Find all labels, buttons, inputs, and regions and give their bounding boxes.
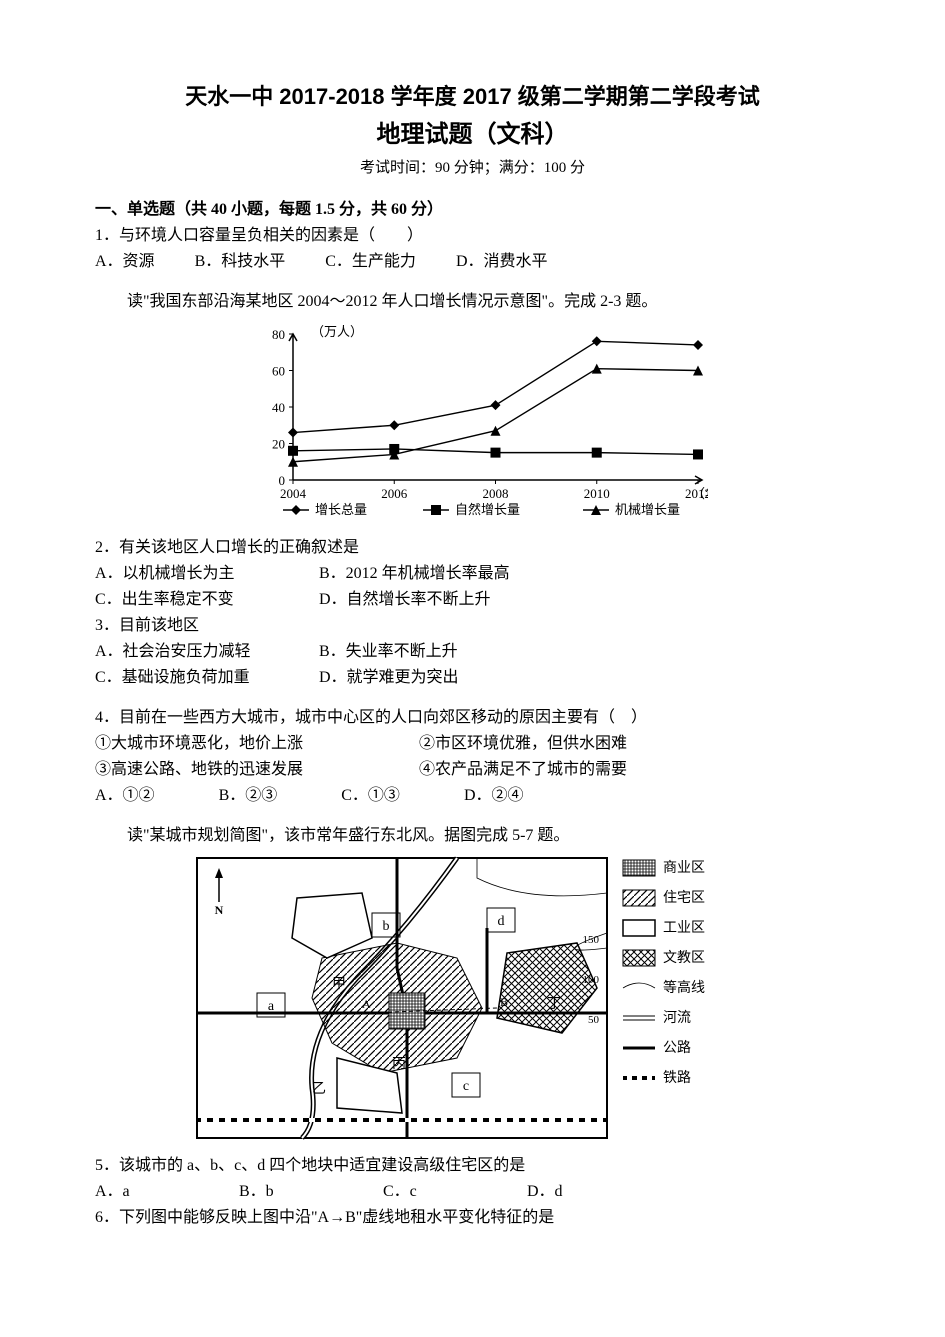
city-plan-map: a b c d 甲乙 丙 丁 A B 50 100 150 N 商业区住宅区工业区文教区等高线河流公路铁路 <box>95 854 850 1152</box>
q4-item4: ④农产品满足不了城市的需要 <box>419 761 627 778</box>
svg-text:A: A <box>362 997 371 1011</box>
q4-opt-b: B．②③ <box>219 784 278 808</box>
svg-text:河流: 河流 <box>663 1010 691 1026</box>
q4-opt-d: D．②④ <box>464 784 524 808</box>
q4-items-row2: ③高速公路、地铁的迅速发展 ④农产品满足不了城市的需要 <box>95 758 850 782</box>
svg-text:2008: 2008 <box>482 486 508 501</box>
page-title-line2: 地理试题（文科） <box>95 117 850 153</box>
svg-text:商业区: 商业区 <box>663 860 705 876</box>
svg-text:增长总量: 增长总量 <box>315 502 367 517</box>
svg-text:d: d <box>497 914 504 929</box>
svg-text:铁路: 铁路 <box>663 1070 691 1086</box>
q5-opt-d: D．d <box>527 1180 563 1204</box>
q1-opt-c: C．生产能力 <box>325 250 416 274</box>
svg-text:公路: 公路 <box>663 1040 691 1056</box>
svg-text:b: b <box>382 919 389 934</box>
svg-text:2010: 2010 <box>583 486 609 501</box>
svg-text:（年）: （年） <box>692 486 708 501</box>
svg-text:住宅区: 住宅区 <box>663 890 705 906</box>
q2-options-row1: A．以机械增长为主 B．2012 年机械增长率最高 <box>95 562 850 586</box>
q1-stem: 1．与环境人口容量呈负相关的因素是（ ） <box>95 224 850 248</box>
q3-opt-a: A．社会治安压力减轻 <box>95 640 315 664</box>
lead-2-3: 读"我国东部沿海某地区 2004～2012 年人口增长情况示意图"。完成 2-3… <box>127 290 850 314</box>
svg-text:50: 50 <box>588 1014 600 1026</box>
population-chart: 020406080（万人）20042006200820102012（年）增长总量… <box>95 322 850 530</box>
q2-opt-a: A．以机械增长为主 <box>95 562 315 586</box>
q3-options-row1: A．社会治安压力减轻 B．失业率不断上升 <box>95 640 850 664</box>
q3-stem: 3．目前该地区 <box>95 614 850 638</box>
q1-opt-d: D．消费水平 <box>456 250 548 274</box>
q4-opt-c: C．①③ <box>341 784 400 808</box>
q2-opt-d: D．自然增长率不断上升 <box>319 591 491 608</box>
q1-options: A．资源 B．科技水平 C．生产能力 D．消费水平 <box>95 250 850 274</box>
svg-text:60: 60 <box>272 363 285 378</box>
svg-text:文教区: 文教区 <box>663 950 705 966</box>
svg-text:2006: 2006 <box>381 486 408 501</box>
q2-opt-c: C．出生率稳定不变 <box>95 588 315 612</box>
svg-text:100: 100 <box>582 974 599 986</box>
svg-text:B: B <box>500 995 508 1009</box>
svg-text:N: N <box>214 903 223 917</box>
svg-text:乙: 乙 <box>312 1081 326 1097</box>
q5-opt-c: C．c <box>383 1180 523 1204</box>
q4-opt-a: A．①② <box>95 784 155 808</box>
svg-text:2004: 2004 <box>280 486 307 501</box>
q3-opt-c: C．基础设施负荷加重 <box>95 666 315 690</box>
q4-stem: 4．目前在一些西方大城市，城市中心区的人口向郊区移动的原因主要有（ ） <box>95 706 850 730</box>
lead-5-7: 读"某城市规划简图"，该市常年盛行东北风。据图完成 5-7 题。 <box>127 824 850 848</box>
q2-options-row2: C．出生率稳定不变 D．自然增长率不断上升 <box>95 588 850 612</box>
q2-opt-b: B．2012 年机械增长率最高 <box>319 565 510 582</box>
q4-item2: ②市区环境优雅，但供水困难 <box>419 735 627 752</box>
q4-item1: ①大城市环境恶化，地价上涨 <box>95 732 415 756</box>
svg-text:20: 20 <box>272 436 285 451</box>
svg-text:工业区: 工业区 <box>663 920 705 936</box>
svg-text:40: 40 <box>272 400 285 415</box>
q1-opt-b: B．科技水平 <box>195 250 286 274</box>
q5-opt-b: B．b <box>239 1180 379 1204</box>
page-title-line1: 天水一中 2017-2018 学年度 2017 级第二学期第二学段考试 <box>95 80 850 113</box>
svg-text:150: 150 <box>582 934 599 946</box>
q3-options-row2: C．基础设施负荷加重 D．就学难更为突出 <box>95 666 850 690</box>
q5-stem: 5．该城市的 a、b、c、d 四个地块中适宜建设高级住宅区的是 <box>95 1154 850 1178</box>
q3-opt-b: B．失业率不断上升 <box>319 643 458 660</box>
q4-options: A．①② B．②③ C．①③ D．②④ <box>95 784 850 808</box>
q5-options: A．a B．b C．c D．d <box>95 1180 850 1204</box>
q6-stem: 6．下列图中能够反映上图中沿"A→B"虚线地租水平变化特征的是 <box>95 1206 850 1230</box>
q5-opt-a: A．a <box>95 1180 235 1204</box>
svg-text:机械增长量: 机械增长量 <box>615 502 680 517</box>
svg-text:（万人）: （万人） <box>311 324 363 339</box>
q1-opt-a: A．资源 <box>95 250 155 274</box>
exam-info: 考试时间：90 分钟；满分：100 分 <box>95 157 850 180</box>
q2-stem: 2．有关该地区人口增长的正确叙述是 <box>95 536 850 560</box>
q4-items-row1: ①大城市环境恶化，地价上涨 ②市区环境优雅，但供水困难 <box>95 732 850 756</box>
svg-text:a: a <box>267 999 274 1014</box>
svg-text:甲: 甲 <box>332 977 346 992</box>
svg-text:丙: 丙 <box>392 1057 406 1072</box>
q4-item3: ③高速公路、地铁的迅速发展 <box>95 758 415 782</box>
svg-text:等高线: 等高线 <box>663 979 705 996</box>
svg-text:丁: 丁 <box>547 997 561 1012</box>
section-1-header: 一、单选题（共 40 小题，每题 1.5 分，共 60 分） <box>95 198 850 222</box>
svg-text:自然增长量: 自然增长量 <box>455 502 520 517</box>
svg-text:c: c <box>462 1079 468 1094</box>
svg-text:80: 80 <box>272 327 285 342</box>
q3-opt-d: D．就学难更为突出 <box>319 669 459 686</box>
